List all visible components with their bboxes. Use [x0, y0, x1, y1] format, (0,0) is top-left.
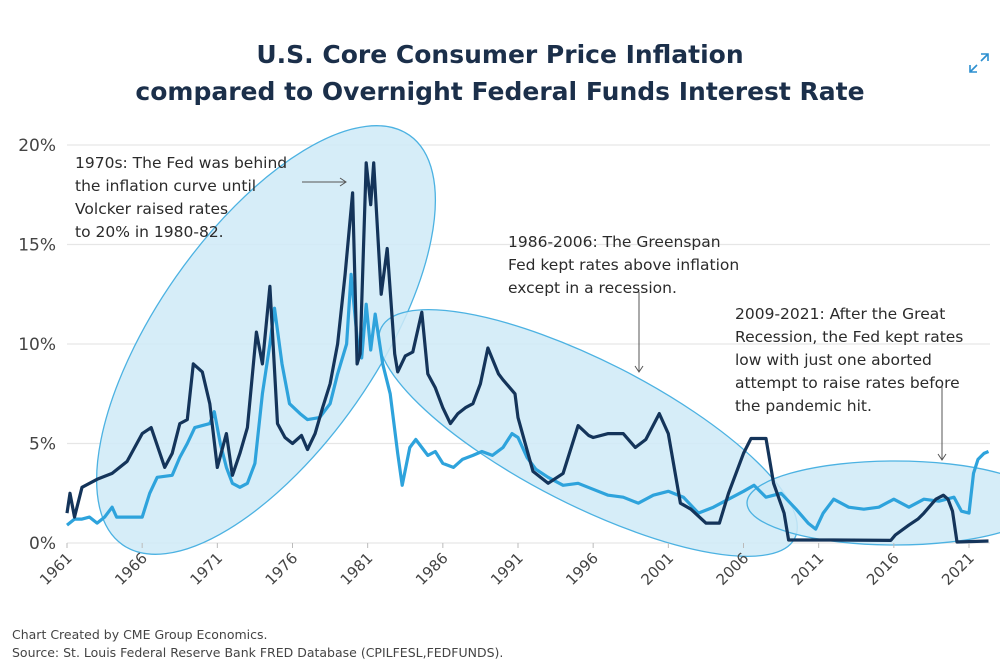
- annotation-text: 2009-2021: After the Great: [735, 305, 945, 323]
- annotation-text: the pandemic hit.: [735, 397, 872, 415]
- y-tick-label: 15%: [18, 236, 56, 256]
- x-tick-label: 1966: [111, 549, 151, 589]
- annotation-text: to 20% in 1980-82.: [75, 223, 224, 241]
- annotation-text: except in a recession.: [508, 279, 677, 297]
- series-core-cpi-line: [66, 272, 990, 531]
- annotation-text: Fed kept rates above inflation: [508, 256, 739, 274]
- expand-icon[interactable]: [966, 50, 992, 76]
- annotation-arrow-post-recession: [937, 386, 947, 461]
- series-fed-funds-line: [65, 161, 989, 544]
- annotation-text: Recession, the Fed kept rates: [735, 328, 963, 346]
- annotation-text: low with just one aborted: [735, 351, 932, 369]
- chart-credit: Chart Created by CME Group Economics.: [12, 627, 268, 642]
- chart-source: Source: St. Louis Federal Reserve Bank F…: [12, 645, 504, 660]
- annotation-text: attempt to raise rates before: [735, 374, 960, 392]
- title-line-1: U.S. Core Consumer Price Inflation: [256, 40, 744, 69]
- y-tick-label: 10%: [18, 335, 56, 355]
- x-tick-label: 1981: [337, 549, 377, 589]
- x-tick-label: 2016: [863, 549, 903, 589]
- x-tick-label: 1976: [262, 549, 302, 589]
- y-tick-label: 0%: [29, 534, 56, 554]
- x-tick-label: 1986: [412, 549, 452, 589]
- x-tick-label: 1971: [186, 549, 226, 589]
- title-line-2: compared to Overnight Federal Funds Inte…: [135, 77, 865, 106]
- annotation-text: 1986-2006: The Greenspan: [508, 233, 721, 251]
- annotation-text: the inflation curve until: [75, 177, 256, 195]
- annotation-text: Volcker raised rates: [75, 200, 228, 218]
- y-tick-label: 5%: [29, 435, 56, 455]
- x-tick-label: 1961: [36, 549, 76, 589]
- annotation-arrow-1970s: [302, 177, 347, 187]
- y-tick-label: 20%: [18, 136, 56, 156]
- annotation-arrow-greenspan: [634, 292, 644, 373]
- chart-title: U.S. Core Consumer Price Inflation compa…: [0, 36, 1000, 110]
- x-tick-label: 2021: [938, 549, 978, 589]
- x-tick-label: 1996: [562, 549, 602, 589]
- annotation-text: 1970s: The Fed was behind: [75, 154, 287, 172]
- x-tick-label: 2011: [788, 549, 828, 589]
- x-tick-label: 1991: [487, 549, 527, 589]
- x-tick-label: 2001: [637, 549, 677, 589]
